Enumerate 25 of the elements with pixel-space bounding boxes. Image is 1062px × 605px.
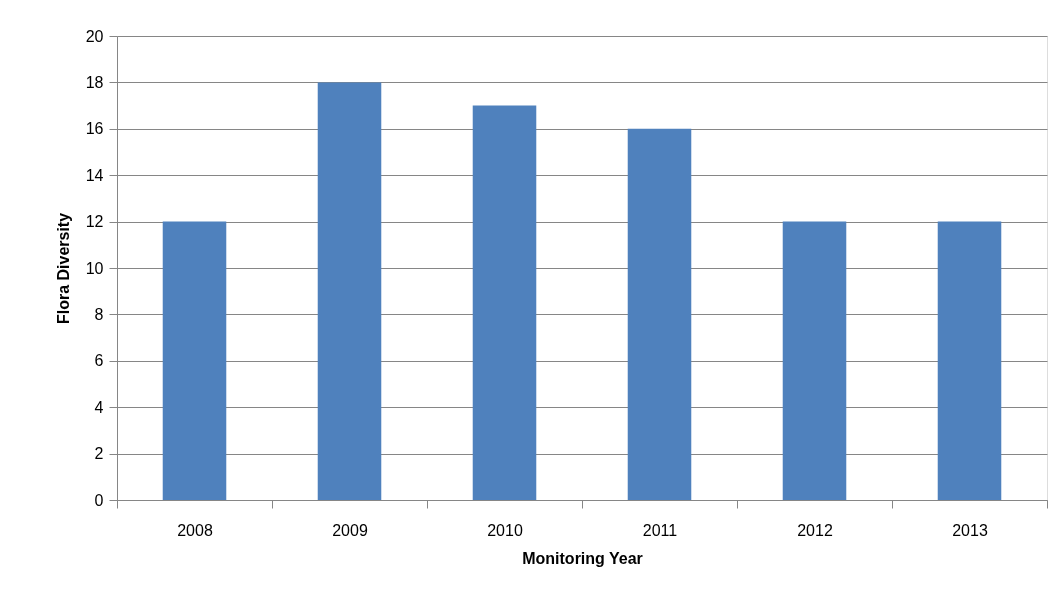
y-tick-label: 8 bbox=[94, 305, 104, 323]
y-tick-label: 6 bbox=[94, 352, 104, 370]
y-tick-label: 16 bbox=[85, 120, 104, 138]
y-tick-label: 12 bbox=[85, 213, 104, 231]
x-tick-label: 2011 bbox=[642, 521, 678, 539]
y-tick-label: 20 bbox=[85, 27, 104, 45]
y-axis-title: Flora Diversity bbox=[54, 212, 72, 325]
bar bbox=[162, 221, 227, 500]
bar bbox=[937, 221, 1002, 500]
y-tick-label: 14 bbox=[85, 166, 104, 184]
bar bbox=[627, 128, 692, 500]
bar bbox=[782, 221, 847, 500]
y-tick-label: 4 bbox=[94, 398, 104, 416]
x-axis-title: Monitoring Year bbox=[522, 549, 643, 567]
x-tick-label: 2009 bbox=[332, 521, 368, 539]
x-tick-label: 2008 bbox=[177, 521, 213, 539]
bar bbox=[317, 82, 382, 500]
x-tick-label: 2010 bbox=[487, 521, 523, 539]
y-tick-label: 18 bbox=[85, 73, 104, 91]
x-tick-label: 2013 bbox=[952, 521, 988, 539]
y-tick-label: 10 bbox=[85, 259, 104, 277]
x-tick-label: 2012 bbox=[797, 521, 833, 539]
bar bbox=[472, 105, 537, 500]
y-tick-label: 0 bbox=[94, 491, 104, 509]
y-tick-label: 2 bbox=[94, 445, 104, 463]
